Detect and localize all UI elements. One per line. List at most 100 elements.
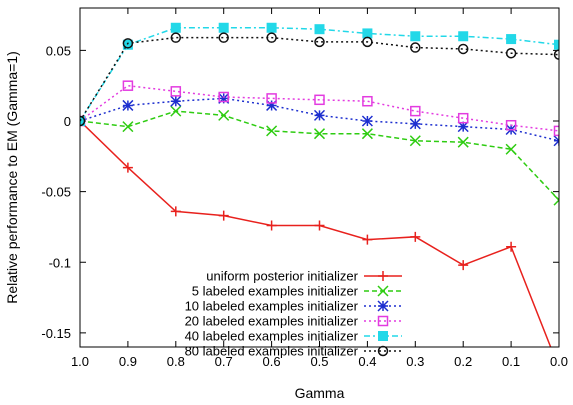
series-line — [80, 36, 559, 122]
legend-item: 10 labeled examples initializer — [185, 299, 402, 314]
series-point — [313, 109, 326, 121]
legend-swatch-marker — [377, 300, 389, 312]
series-point — [218, 32, 229, 43]
series-point — [218, 22, 229, 33]
series-point — [170, 22, 181, 33]
y-tick-label: 0 — [64, 114, 71, 129]
series-1 — [80, 116, 552, 347]
series-point — [505, 143, 517, 155]
series-point — [362, 28, 373, 39]
series-point — [80, 115, 86, 127]
series-point — [266, 32, 277, 43]
series-point — [122, 80, 134, 91]
legend-item: 80 labeled examples initializer — [185, 344, 402, 359]
series-point — [218, 92, 230, 104]
series-point — [122, 121, 134, 133]
series-point — [409, 118, 421, 130]
legend-swatch-marker — [378, 271, 388, 281]
series-point — [410, 231, 421, 242]
series-point — [170, 95, 182, 107]
series-point — [218, 210, 229, 221]
series-3 — [80, 92, 559, 147]
series-point — [314, 220, 325, 231]
series-point — [505, 119, 517, 131]
series-point — [266, 220, 277, 231]
x-tick-label: 0.7 — [215, 354, 233, 369]
x-tick-label: 0.3 — [406, 354, 424, 369]
legend-item: uniform posterior initializer — [206, 269, 402, 284]
series-point — [266, 93, 277, 104]
series-point — [458, 260, 469, 271]
series-point — [457, 112, 469, 124]
series-point — [554, 39, 559, 50]
y-tick-label: -0.1 — [49, 255, 71, 270]
legend-label: 5 labeled examples initializer — [192, 284, 359, 299]
axis-ticks: 1.0 0.9 0.8 0.7 0.6 0.5 0.4 0.3 0.2 0.1 0.0 0.05 0 -0… — [41, 8, 568, 369]
series-point — [362, 36, 373, 48]
y-tick-label: 0.05 — [46, 43, 71, 58]
series-point — [122, 99, 134, 111]
series-point — [314, 24, 325, 35]
legend-item: 20 labeled examples initializer — [185, 314, 402, 329]
legend-label: 20 labeled examples initializer — [185, 314, 359, 329]
x-axis-title: Gamma — [295, 385, 345, 401]
series-point — [410, 105, 421, 117]
x-tick-label: 0.2 — [454, 354, 472, 369]
series-point — [314, 94, 325, 106]
plot-frame — [79, 7, 560, 348]
series-point — [457, 43, 469, 55]
legend-swatch-marker — [377, 285, 389, 297]
series-2 — [80, 105, 559, 206]
series-point — [410, 42, 421, 53]
legend-item: 5 labeled examples initializer — [192, 284, 402, 299]
series-point — [410, 31, 421, 42]
series-point — [505, 47, 517, 59]
x-tick-label: 1.0 — [71, 354, 89, 369]
series-line — [80, 27, 559, 122]
legend-swatch-marker — [378, 331, 388, 341]
series-4 — [80, 80, 559, 137]
series-point — [314, 36, 325, 48]
series-point — [362, 95, 373, 107]
series-line — [80, 110, 559, 201]
y-tick-label: -0.05 — [41, 185, 71, 200]
series-point — [122, 38, 134, 49]
series-point — [362, 234, 373, 245]
x-tick-label: 0.0 — [550, 354, 568, 369]
legend-swatch-marker — [377, 345, 389, 357]
series-point — [266, 22, 277, 33]
series-point — [553, 125, 559, 137]
legend-label: 40 labeled examples initializer — [185, 329, 359, 344]
series-point — [361, 128, 373, 140]
series-point — [266, 125, 278, 137]
series-point — [457, 136, 469, 148]
series-layer — [80, 22, 559, 347]
series-point — [170, 105, 182, 117]
legend-label: 10 labeled examples initializer — [185, 299, 359, 314]
series-6 — [80, 32, 559, 127]
y-tick-label: -0.15 — [41, 326, 71, 341]
x-tick-label: 0.4 — [358, 354, 376, 369]
series-point — [458, 31, 469, 42]
series-point — [170, 86, 182, 97]
series-point — [218, 91, 229, 103]
legend-item: 40 labeled examples initializer — [185, 329, 402, 344]
series-point — [361, 115, 373, 127]
series-point — [553, 194, 559, 206]
series-point — [457, 121, 469, 133]
legend-swatch-marker — [377, 315, 389, 327]
y-axis-title: Relative performance to EM (Gamma=1) — [4, 51, 20, 303]
series-point — [506, 34, 517, 45]
series-point — [553, 49, 559, 60]
series-point — [122, 162, 133, 173]
series-point — [313, 128, 326, 140]
series-line — [80, 84, 559, 132]
x-tick-label: 0.1 — [502, 354, 520, 369]
x-tick-label: 0.8 — [167, 354, 185, 369]
series-point — [170, 206, 181, 217]
series-point — [170, 32, 182, 43]
legend-label: 80 labeled examples initializer — [185, 344, 359, 359]
x-tick-label: 0.6 — [263, 354, 281, 369]
